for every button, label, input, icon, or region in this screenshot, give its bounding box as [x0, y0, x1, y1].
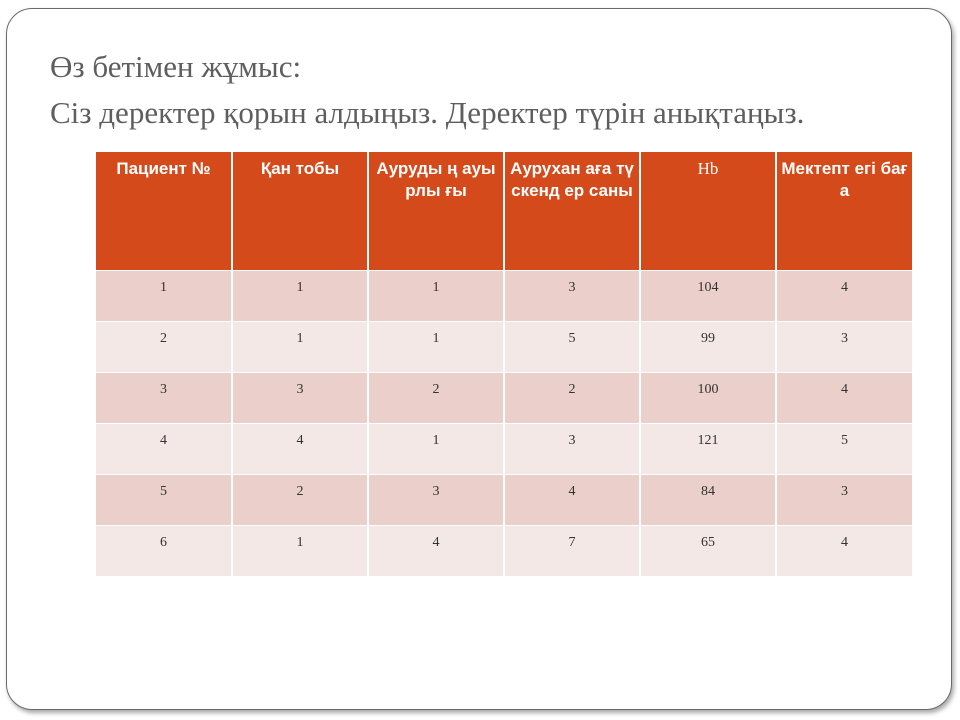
table-cell: 3	[776, 473, 912, 525]
table-cell: 5	[504, 320, 641, 372]
table-row: 1 1 1 3 104 4	[96, 269, 912, 321]
table-cell: 4	[96, 422, 233, 474]
table-cell: 4	[776, 371, 912, 423]
table-cell: 2	[96, 320, 233, 372]
table-row: 5 2 3 4 84 3	[96, 473, 912, 525]
slide-title: Өз бетімен жұмыс: Сіз деректер қорын алд…	[50, 44, 930, 136]
table-cell: 1	[232, 269, 369, 321]
table-cell: 6	[96, 524, 233, 576]
table-cell: 4	[232, 422, 369, 474]
table-cell: 1	[96, 269, 233, 321]
table-cell: 99	[640, 320, 777, 372]
table-cell: 5	[776, 422, 912, 474]
table-cell: 7	[504, 524, 641, 576]
table-cell: 3	[96, 371, 233, 423]
table-cell: 4	[776, 524, 912, 576]
table-cell: 5	[96, 473, 233, 525]
table-cell: 1	[368, 269, 505, 321]
table-cell: 3	[232, 371, 369, 423]
header-hb: Hb	[640, 152, 777, 270]
patient-data-table: Пациент № Қан тобы Ауруды ң ауырлы ғы Ау…	[96, 152, 912, 576]
table-cell: 3	[504, 422, 641, 474]
table-cell: 100	[640, 371, 777, 423]
header-blood-type: Қан тобы	[232, 152, 369, 270]
header-school-grade: Мектепт егі баға	[776, 152, 912, 270]
table-cell: 4	[368, 524, 505, 576]
table-header-row: Пациент № Қан тобы Ауруды ң ауырлы ғы Ау…	[96, 152, 912, 270]
table-cell: 2	[504, 371, 641, 423]
table-cell: 4	[776, 269, 912, 321]
table-cell: 3	[504, 269, 641, 321]
table-row: 6 1 4 7 65 4	[96, 524, 912, 576]
table-cell: 65	[640, 524, 777, 576]
table-cell: 3	[368, 473, 505, 525]
table-cell: 2	[232, 473, 369, 525]
header-patient-no: Пациент №	[96, 152, 233, 270]
table-row: 4 4 1 3 121 5	[96, 422, 912, 474]
table-cell: 3	[776, 320, 912, 372]
table-cell: 1	[368, 320, 505, 372]
table-cell: 1	[232, 320, 369, 372]
header-hospital-admissions: Аурухан аға түскенд ер саны	[504, 152, 641, 270]
table-cell: 4	[504, 473, 641, 525]
table-row: 3 3 2 2 100 4	[96, 371, 912, 423]
header-disease-severity: Ауруды ң ауырлы ғы	[368, 152, 505, 270]
table-cell: 121	[640, 422, 777, 474]
table-cell: 2	[368, 371, 505, 423]
table-cell: 1	[232, 524, 369, 576]
table-row: 2 1 1 5 99 3	[96, 320, 912, 372]
table-cell: 104	[640, 269, 777, 321]
title-line-1: Өз бетімен жұмыс:	[50, 49, 302, 84]
table-cell: 84	[640, 473, 777, 525]
table-cell: 1	[368, 422, 505, 474]
title-line-2: Сіз деректер қорын алдыңыз. Деректер түр…	[50, 95, 805, 130]
